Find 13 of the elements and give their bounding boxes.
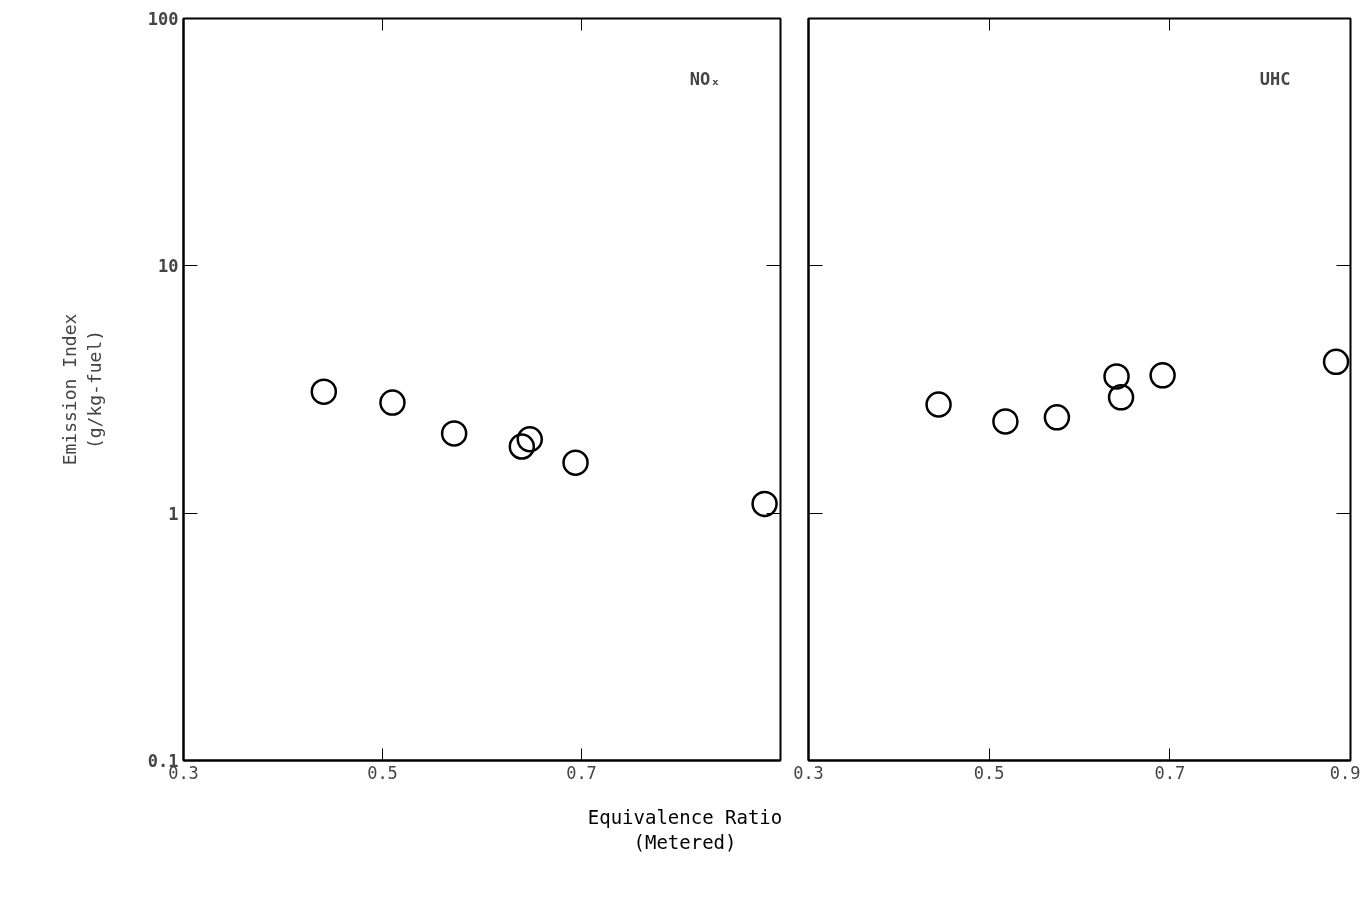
y-tick-label: 100	[147, 9, 179, 29]
x-tick-label: 0.5	[367, 762, 398, 783]
x-axis-title: Equivalence Ratio (Metered)	[586, 805, 784, 855]
text: NOₓ	[689, 68, 721, 89]
y-tick-label: 1	[168, 503, 179, 524]
x-tick-label: 0.5	[973, 762, 1005, 783]
y-axis-title: Emission Index (g/kg-fuel)	[58, 313, 105, 466]
x-tick-label: 0.3	[793, 762, 824, 783]
y-tick-label: 10	[158, 256, 179, 277]
text: UHC	[1259, 68, 1291, 89]
x-tick-label: 0.7	[1154, 762, 1186, 783]
x-tick-label: 0.7	[566, 762, 597, 783]
x-tick-label: 0.9	[1329, 762, 1361, 783]
